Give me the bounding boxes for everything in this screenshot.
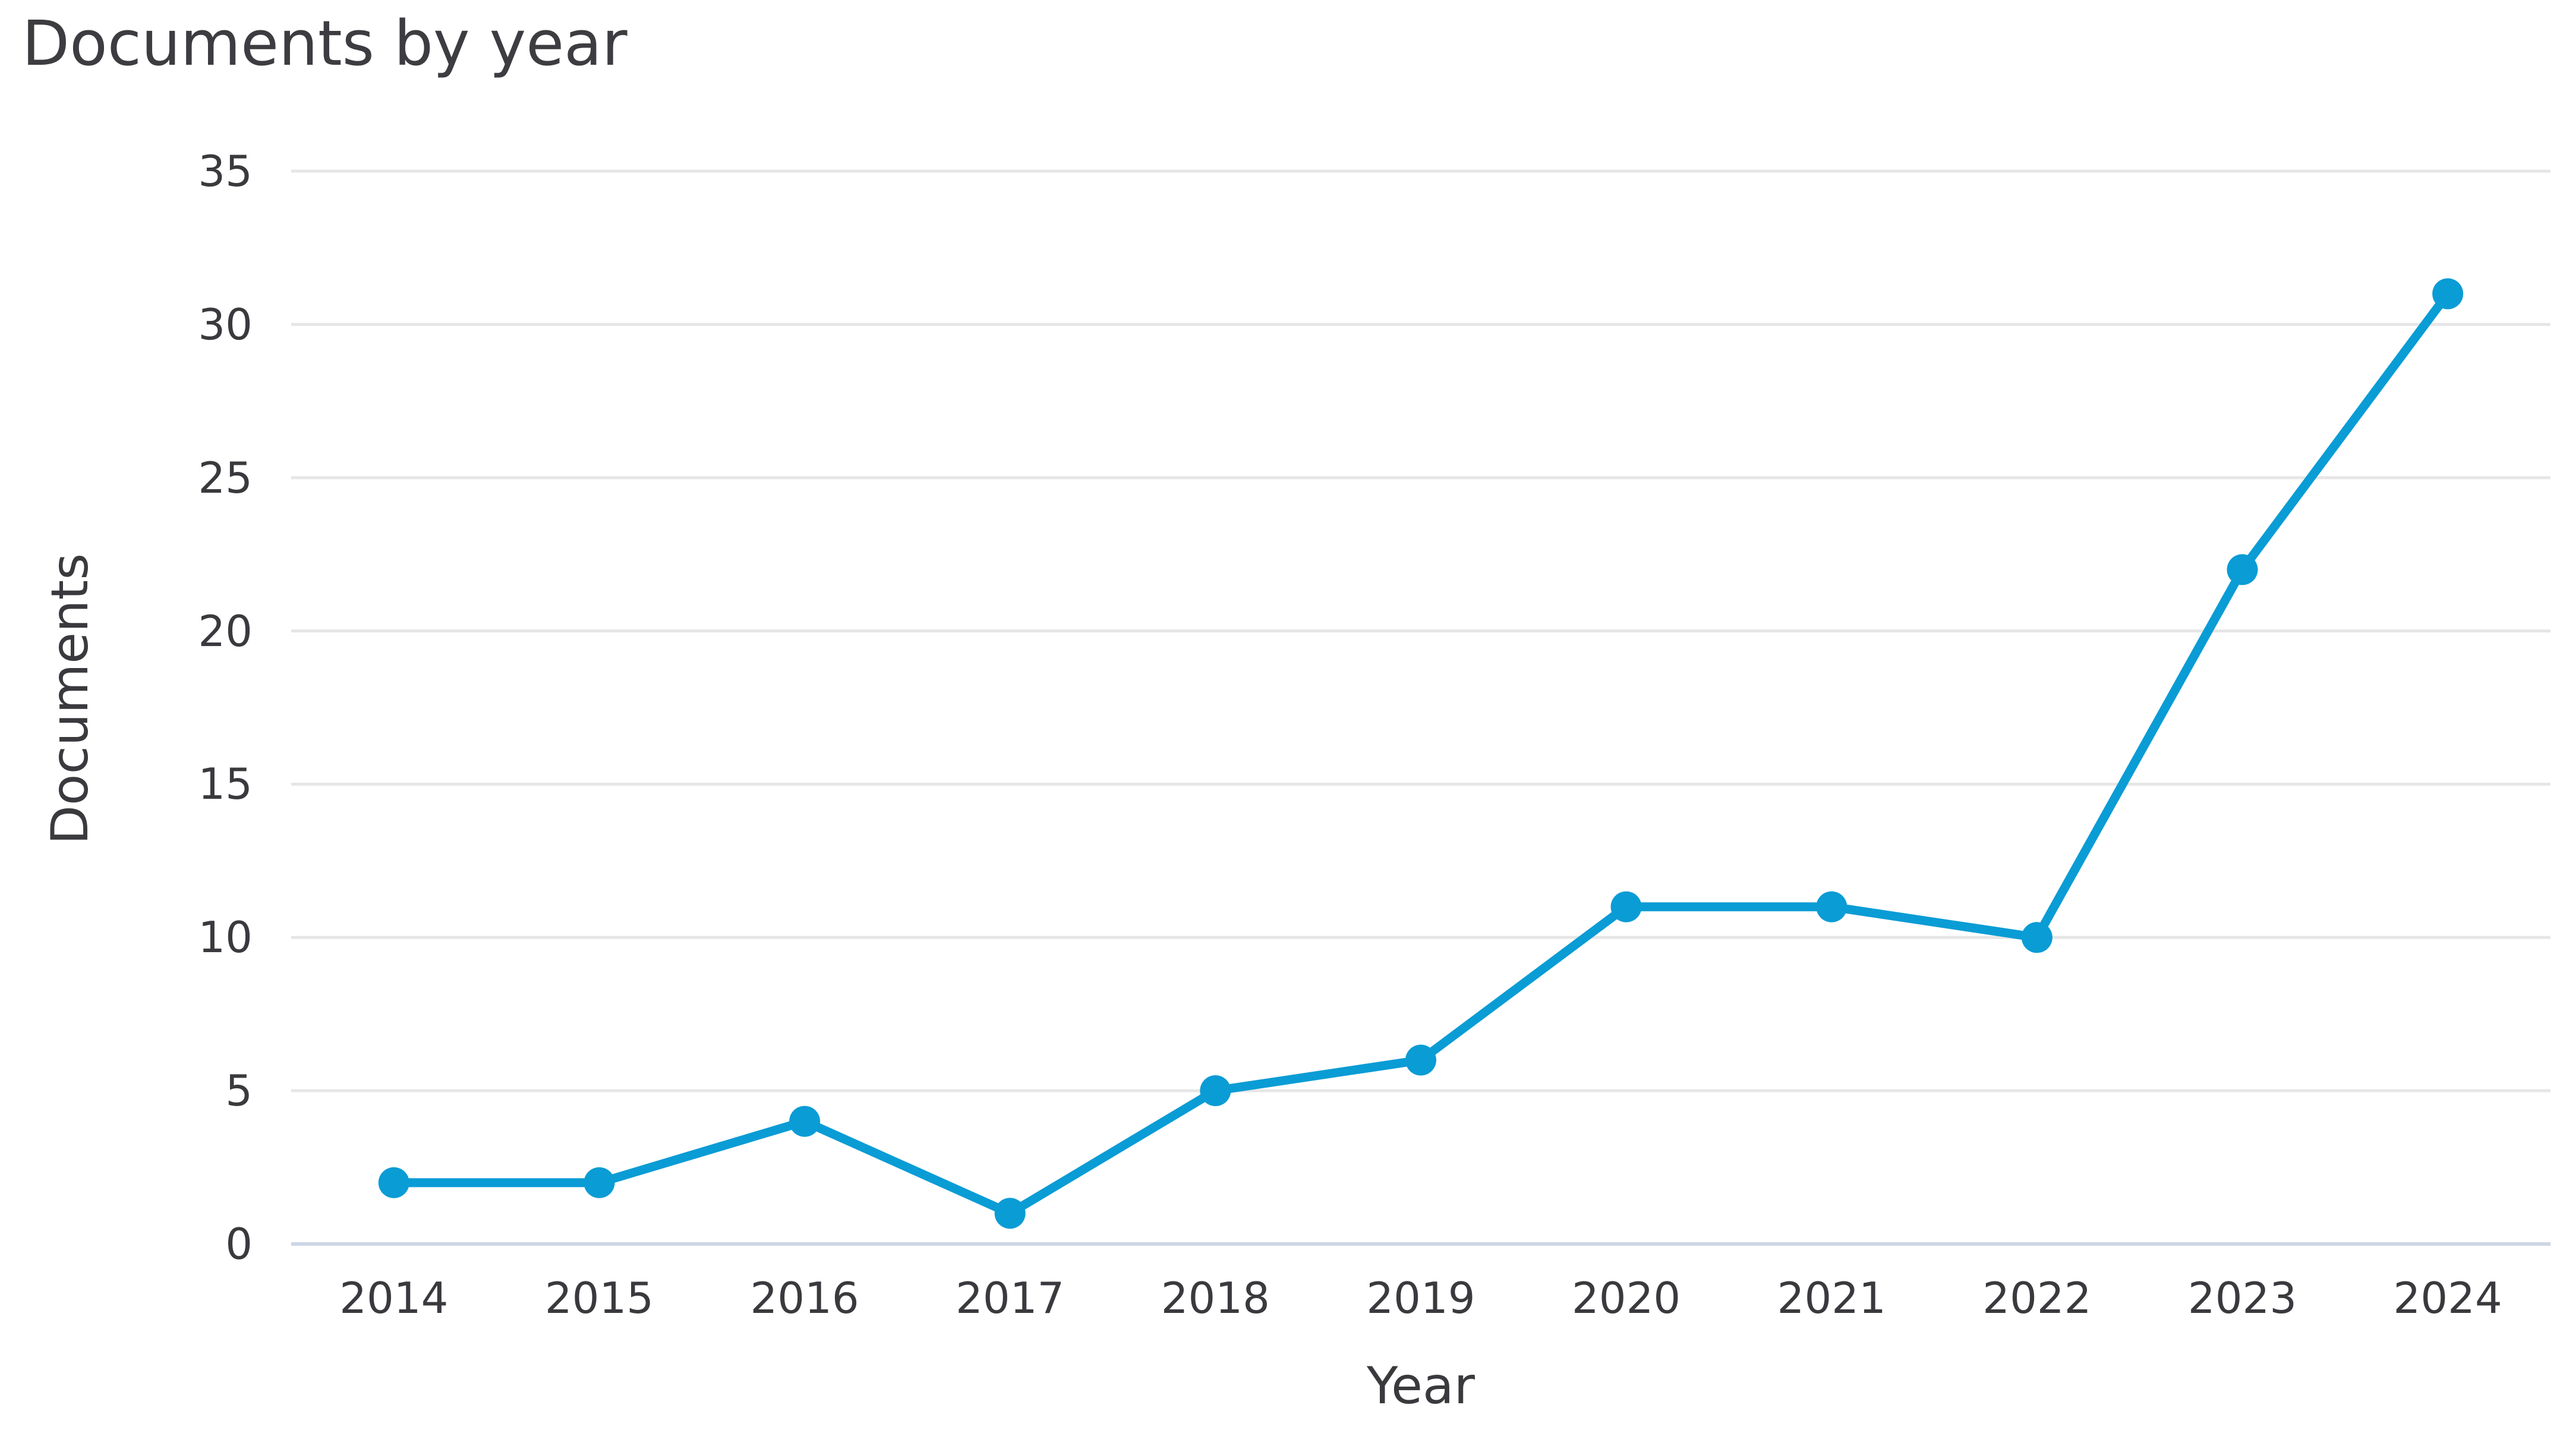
y-tick-label-0: 0 [225,1219,253,1269]
data-point-2020[interactable] [1610,891,1642,922]
data-point-2017[interactable] [994,1198,1026,1229]
data-point-2024[interactable] [2432,278,2464,310]
x-tick-label-2014: 2014 [339,1273,449,1323]
chart-title: Documents by year [22,7,628,80]
data-point-2018[interactable] [1200,1075,1231,1107]
data-point-2023[interactable] [2227,554,2258,585]
x-tick-label-2021: 2021 [1777,1273,1886,1323]
x-tick-label-2019: 2019 [1366,1273,1475,1323]
x-tick-label-2017: 2017 [956,1273,1065,1323]
x-axis-title: Year [1366,1356,1475,1416]
x-tick-label-2018: 2018 [1161,1273,1270,1323]
x-tick-label-2022: 2022 [1982,1273,2092,1323]
y-tick-label-25: 25 [198,452,253,503]
x-tick-label-2016: 2016 [750,1273,859,1323]
data-point-2021[interactable] [1816,891,1847,922]
y-tick-label-10: 10 [198,912,253,963]
data-point-2014[interactable] [378,1167,409,1198]
y-tick-label-20: 20 [198,606,253,656]
y-tick-label-15: 15 [198,759,253,810]
data-point-2015[interactable] [584,1167,615,1198]
y-tick-label-5: 5 [225,1066,253,1116]
x-tick-label-2020: 2020 [1572,1273,1681,1323]
x-tick-label-2023: 2023 [2187,1273,2297,1323]
y-tick-label-30: 30 [198,299,253,349]
data-point-2022[interactable] [2021,922,2052,953]
x-tick-label-2015: 2015 [544,1273,654,1323]
x-tick-label-2024: 2024 [2393,1273,2502,1323]
y-tick-label-35: 35 [198,146,253,196]
data-point-2019[interactable] [1405,1044,1436,1076]
data-point-2016[interactable] [789,1105,821,1137]
